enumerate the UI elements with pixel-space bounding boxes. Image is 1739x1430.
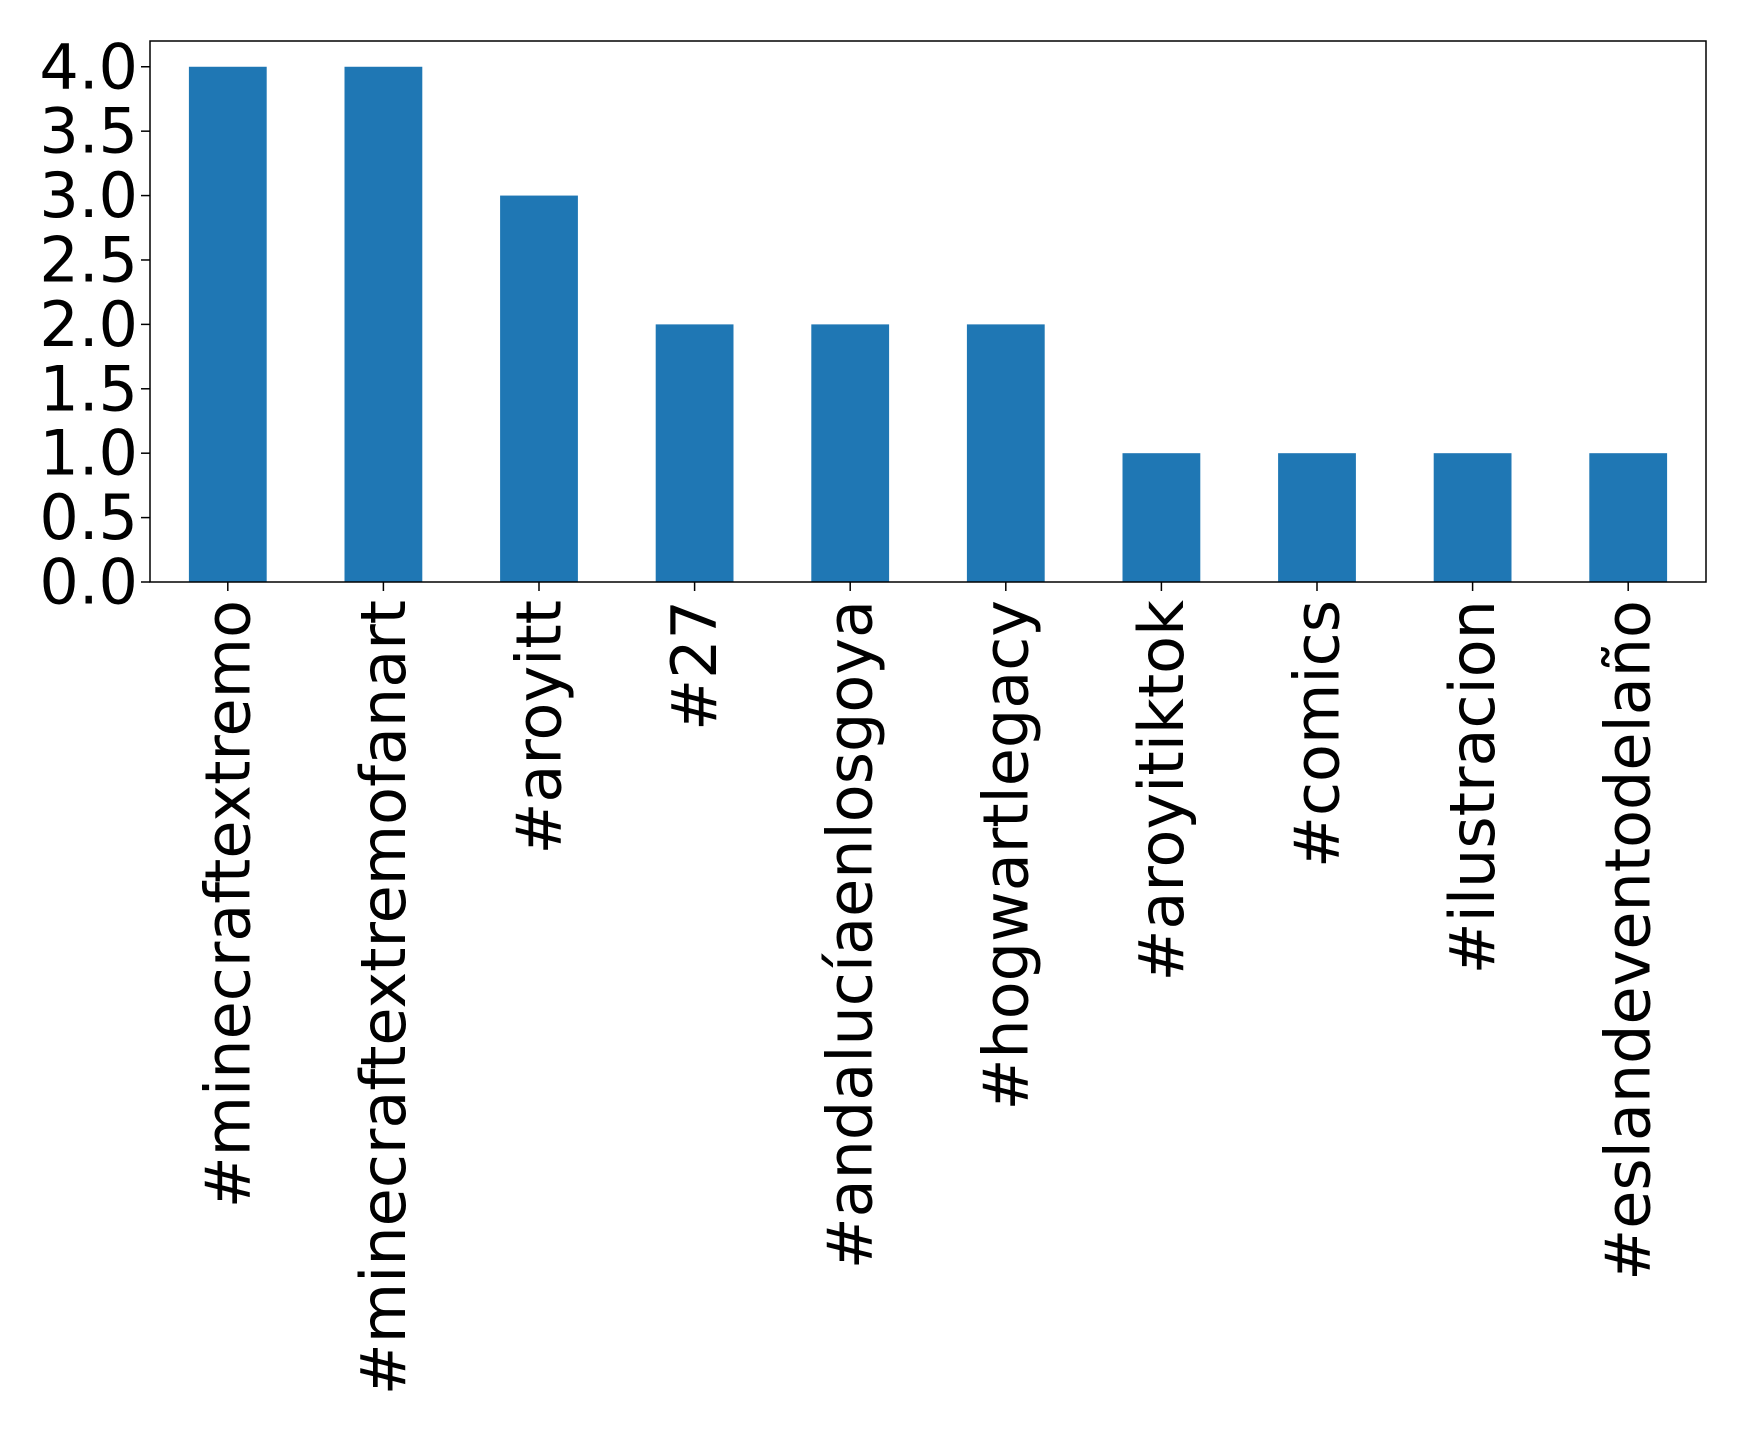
bar-7	[1278, 453, 1356, 582]
bar-6	[1122, 453, 1201, 582]
x-tick-label-1: #minecraftextremofanart	[347, 600, 420, 1395]
y-tick-label-3: 1.5	[39, 352, 138, 425]
x-tick-label-5: #hogwartlegacy	[969, 600, 1042, 1111]
y-tick-label-2: 1.0	[39, 417, 138, 490]
y-tick-label-5: 2.5	[39, 223, 138, 296]
y-tick-label-1: 0.5	[39, 481, 138, 554]
x-tick-label-3: #27	[658, 600, 731, 731]
x-tick-label-0: #minecraftextremo	[191, 600, 264, 1208]
x-tick-label-8: #ilustracion	[1436, 600, 1509, 974]
y-tick-label-8: 4.0	[39, 30, 138, 103]
x-tick-label-9: #eslandeventodelaño	[1592, 600, 1665, 1281]
x-tick-label-4: #andalucíaenlosgoya	[814, 600, 887, 1269]
x-axis: #minecraftextremo #minecraftextremofanart…	[191, 582, 1665, 1395]
x-tick-label-7: #comics	[1281, 600, 1354, 868]
bar-0	[188, 66, 267, 582]
bar-2	[500, 195, 578, 583]
y-axis: 0.00.51.01.52.02.53.03.54.0	[39, 30, 150, 619]
bar-9	[1589, 453, 1668, 582]
bar-5	[966, 324, 1045, 582]
y-tick-label-4: 2.0	[39, 288, 138, 361]
bar-3	[655, 324, 734, 582]
y-tick-label-0: 0.0	[39, 546, 138, 619]
y-tick-label-7: 3.5	[39, 95, 138, 168]
bar-4	[811, 324, 890, 582]
bars-layer	[188, 66, 1668, 583]
bar-1	[344, 66, 423, 582]
plot-area-frame	[149, 40, 1707, 583]
x-tick-label-2: #aroyitt	[503, 600, 576, 855]
y-tick-label-6: 3.0	[39, 159, 138, 232]
x-tick-label-6: #aroyitiktok	[1125, 600, 1198, 982]
bar-8	[1433, 453, 1512, 582]
